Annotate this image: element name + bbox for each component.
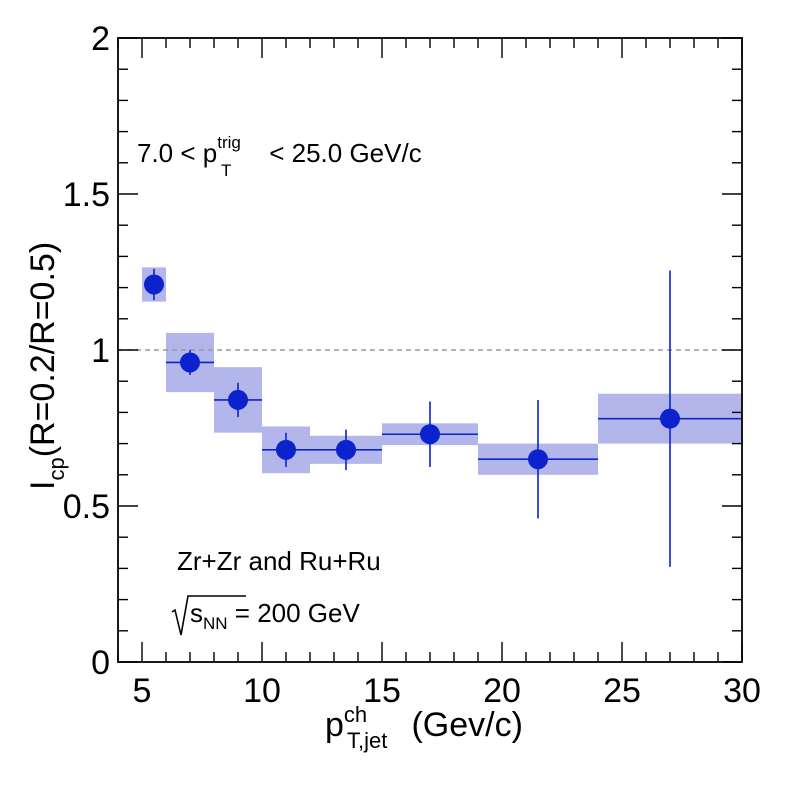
- y-axis-title-rest: (R=0.2/R=0.5): [24, 242, 62, 457]
- data-point-6: [528, 449, 548, 470]
- sqrt-sign-icon: [171, 595, 246, 636]
- energy-annotation: sNN = 200 GeV: [171, 595, 360, 636]
- data-point-4: [336, 439, 356, 460]
- x-axis-title-main: p: [325, 706, 344, 744]
- data-point-5: [420, 424, 440, 445]
- data-point-2: [228, 389, 248, 410]
- data-markers: [144, 274, 680, 470]
- y-axis-title-sub: cp: [44, 457, 69, 480]
- y-tick-label: 2: [91, 20, 110, 58]
- x-axis-title: pch T,jet (Gev/c): [325, 702, 523, 753]
- y-tick-label: 0: [91, 644, 110, 682]
- axis-ticks: [117, 37, 743, 663]
- x-tick-label: 5: [133, 672, 152, 710]
- data-point-3: [276, 439, 296, 460]
- x-tick-label: 10: [243, 672, 281, 710]
- y-tick-label: 1: [91, 332, 110, 370]
- trigger-annotation-sup: trig: [217, 133, 241, 152]
- x-tick-labels: 5 10 15 20 25 30: [133, 672, 761, 710]
- y-axis-title-main: I: [24, 481, 62, 490]
- x-axis-title-sub: T,jet: [347, 728, 387, 753]
- x-tick-label: 30: [723, 672, 761, 710]
- y-tick-labels: 0 0.5 1 1.5 2: [63, 20, 110, 682]
- y-tick-label: 0.5: [63, 488, 110, 526]
- trigger-annotation-post: < 25.0 GeV/c: [262, 138, 422, 168]
- y-axis-title: Icp(R=0.2/R=0.5): [24, 242, 69, 490]
- data-point-1: [180, 352, 200, 373]
- trigger-annotation: 7.0 < ptrig T < 25.0 GeV/c: [137, 133, 422, 180]
- x-axis-title-sup: ch: [344, 702, 367, 727]
- x-tick-label: 25: [603, 672, 641, 710]
- x-tick-label: 20: [483, 672, 521, 710]
- trigger-annotation-pre: 7.0 < p: [137, 138, 217, 168]
- data-point-7: [660, 408, 680, 429]
- x-axis-title-unit: (Gev/c): [402, 706, 523, 744]
- system-annotation: Zr+Zr and Ru+Ru: [177, 546, 381, 576]
- y-tick-label: 1.5: [63, 176, 110, 214]
- trigger-annotation-sub: T: [221, 161, 231, 180]
- energy-annotation-post: = 200 GeV: [228, 598, 361, 628]
- x-tick-label: 15: [363, 672, 401, 710]
- energy-annotation-sub: NN: [203, 614, 228, 633]
- data-point-0: [144, 274, 164, 295]
- energy-annotation-text: sNN = 200 GeV: [190, 598, 360, 633]
